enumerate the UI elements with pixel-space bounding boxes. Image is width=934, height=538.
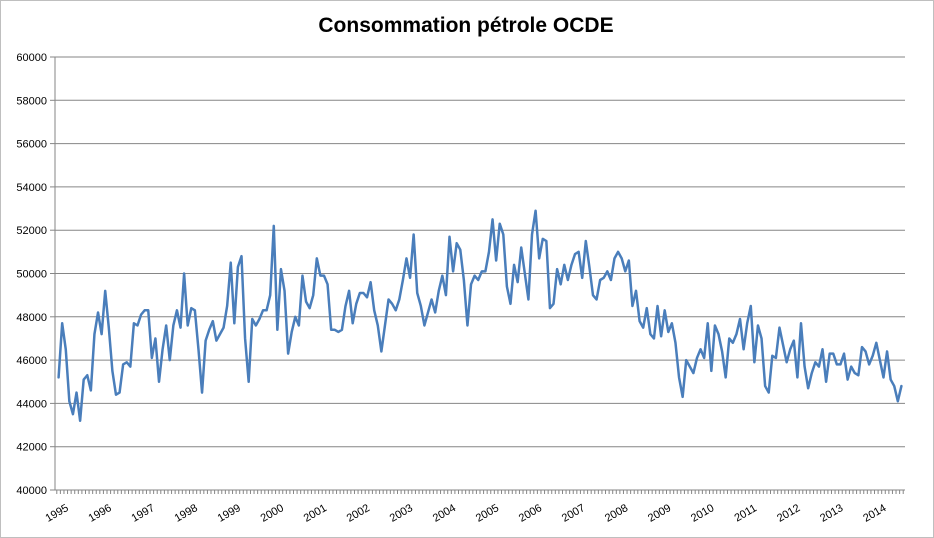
x-tick-label: 2003 (388, 502, 415, 525)
y-tick-label: 52000 (16, 225, 47, 237)
x-tick-label: 1997 (130, 502, 157, 525)
x-tick-label: 2013 (818, 502, 845, 525)
y-tick-label: 42000 (16, 442, 47, 454)
y-tick-label: 48000 (16, 312, 47, 324)
x-tick-label: 2008 (603, 502, 630, 525)
x-tick-label: 2010 (689, 502, 716, 525)
x-tick-label: 2012 (775, 502, 802, 525)
series (57, 209, 903, 422)
x-tick-label: 2014 (861, 502, 888, 525)
y-tick-label: 50000 (16, 269, 47, 281)
x-tick-label: 2001 (302, 502, 329, 525)
x-tick-label: 2009 (646, 502, 673, 525)
x-tick-label: 1996 (87, 502, 114, 525)
y-axis-ticks: 40000 42000 44000 46000 48000 50000 52000 54000… (16, 52, 55, 497)
y-tick-label: 54000 (16, 182, 47, 194)
chart-title: Consommation pétrole OCDE (318, 14, 614, 37)
y-tick-label: 46000 (16, 355, 47, 367)
x-tick-label: 2007 (560, 502, 587, 525)
x-tick-label: 2004 (431, 502, 458, 525)
x-axis: 1995 1996 1997 1998 1999 2000 2001 2002 2003 2004… (43, 57, 905, 525)
series-line (57, 209, 903, 422)
y-tick-label: 60000 (16, 52, 47, 64)
x-tick-label: 2006 (517, 502, 544, 525)
y-tick-label: 44000 (16, 398, 47, 410)
y-tick-label: 58000 (16, 95, 47, 107)
x-tick-label: 2002 (345, 502, 372, 525)
x-tick-label: 2005 (474, 502, 501, 525)
x-tick-label: 1999 (216, 502, 243, 525)
x-tick-label: 2000 (259, 502, 286, 525)
x-tick-label: 1995 (43, 502, 70, 525)
x-tick-label: 2011 (732, 502, 758, 524)
y-tick-label: 40000 (16, 485, 47, 497)
x-tick-label: 1998 (173, 502, 200, 525)
y-tick-label: 56000 (16, 139, 47, 151)
